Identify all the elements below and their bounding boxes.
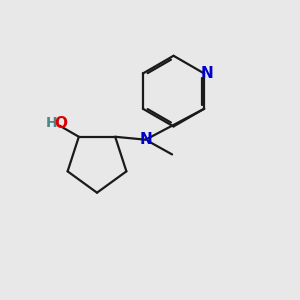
Text: O: O <box>55 116 68 131</box>
Text: N: N <box>139 132 152 147</box>
Text: H: H <box>46 116 57 130</box>
Text: N: N <box>200 66 213 81</box>
